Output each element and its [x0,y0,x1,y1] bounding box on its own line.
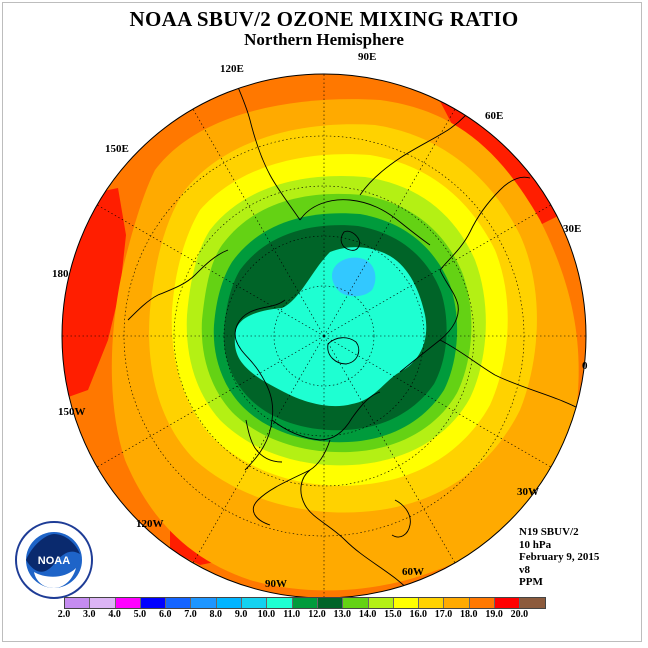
lon-label-30e: 30E [563,223,582,235]
version-label: v8 [519,563,530,576]
colorbar-swatch [65,598,91,608]
red-region-northeast [430,82,560,225]
units-label: PPM [519,576,543,589]
lon-label-120w: 120W [136,518,164,530]
date-label: February 9, 2015 [519,551,600,564]
colorbar-swatch [317,598,344,608]
colorbar-tick-label: 5.0 [133,609,147,620]
page-title: NOAA SBUV/2 OZONE MIXING RATIO [129,7,519,31]
colorbar-swatch [267,598,293,608]
colorbar-swatch [216,598,243,608]
lon-label-90w: 90W [265,578,287,590]
colorbar-tick-label: 6.0 [158,609,172,620]
colorbar-tick-label: 3.0 [83,609,96,620]
colorbar [64,597,546,609]
colorbar-tick-label: 11.0 [283,609,301,620]
figure-frame [2,2,642,642]
lon-label-150e: 150E [105,143,129,155]
graticule [62,74,586,598]
lon-label-0: 0 [582,360,588,372]
colorbar-tick-label: 17.0 [434,609,453,620]
colorbar-swatch [393,598,420,608]
page-subtitle: Northern Hemisphere [244,30,404,49]
colorbar-tick-label: 8.0 [209,609,223,620]
coastlines [127,79,586,598]
pressure-level-label: 10 hPa [519,538,552,551]
colorbar-tick-label: 2.0 [57,609,71,620]
colorbar-swatch [469,598,496,608]
colorbar-tick-label: 9.0 [234,609,248,620]
colorbar-swatch [166,598,192,608]
lon-label-60w: 60W [402,566,424,578]
colorbar-tick-label: 18.0 [460,609,478,620]
lon-label-30w: 30W [517,486,539,498]
colorbar-tick-label: 19.0 [485,609,503,620]
colorbar-swatch [368,598,394,608]
colorbar-tick-label: 14.0 [358,609,377,620]
colorbar-swatch [343,598,369,608]
lon-label-150w: 150W [58,406,86,418]
colorbar-swatch [140,598,167,608]
colorbar-tick-label: 10.0 [257,609,276,620]
colorbar-swatch [444,598,470,608]
colorbar-tick-label: 7.0 [184,609,197,620]
ozone-blue-9 [332,257,376,297]
lon-label-180: 180 [52,268,69,280]
metadata-block: N19 SBUV/2 10 hPa February 9, 2015 v8 PP… [519,526,599,589]
noaa-logo-icon: NOAA [15,521,93,599]
lon-label-90e: 90E [358,51,377,63]
colorbar-swatch [191,598,217,608]
logo-text: NOAA [38,555,70,567]
colorbar-tick-label: 15.0 [384,609,402,620]
colorbar-swatch [520,598,545,608]
ozone-core-10 [234,247,427,407]
instrument-label: N19 SBUV/2 [519,526,579,538]
colorbar-swatch [90,598,116,608]
colorbar-swatch [115,598,141,608]
colorbar-tick-label: 12.0 [308,609,326,620]
colorbar-tick-label: 4.0 [108,609,121,620]
lon-label-60e: 60E [485,110,504,122]
colorbar-swatch [292,598,318,608]
colorbar-swatch [419,598,445,608]
colorbar-swatch [242,598,268,608]
colorbar-tick-label: 20.0 [510,609,529,620]
colorbar-tick-label: 16.0 [409,609,427,620]
colorbar-swatch [495,598,521,608]
colorbar-tick-label: 13.0 [333,609,352,620]
lon-label-120e: 120E [220,63,244,75]
